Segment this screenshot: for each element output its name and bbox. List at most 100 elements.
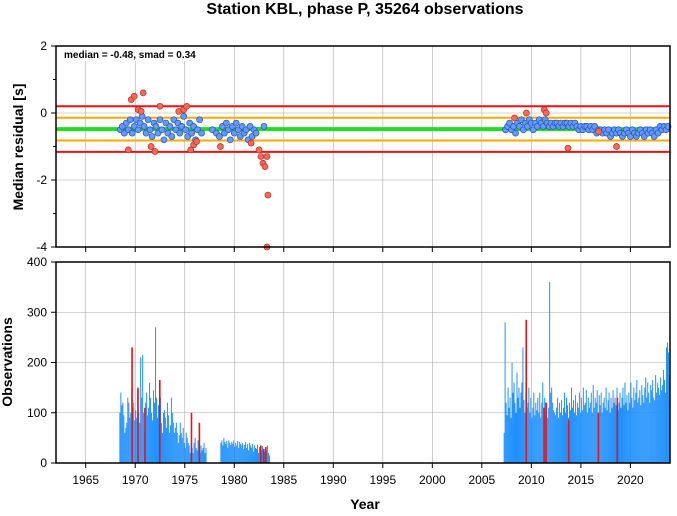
observation-bar [510,417,512,463]
observation-bar [541,402,543,463]
observation-bar [530,397,532,463]
observation-bar [248,450,250,463]
observation-bar [603,397,605,463]
observation-bar [648,392,650,463]
observation-bar [636,380,638,463]
observation-bar [261,445,263,463]
observation-bar [559,402,561,463]
residual-outlier-point [613,143,620,150]
observation-bar [236,445,238,463]
observation-outlier-bar [158,380,161,463]
residual-outlier-point [147,143,155,150]
observation-bar [515,412,517,463]
observation-bar [125,427,127,463]
observation-bar [204,452,206,463]
observation-bar [583,405,585,463]
observation-bar [124,432,126,463]
observation-bar [123,415,125,463]
observation-bar [517,397,519,463]
x-tick-label: 1965 [72,473,99,487]
observation-bar [240,443,242,463]
observation-bar [605,387,607,463]
x-axis-label: Year [350,496,380,511]
observation-bar [156,397,158,463]
observation-bar [567,405,568,463]
x-tick-label: 1990 [320,473,347,487]
residual-point [198,129,205,137]
residual-point [260,123,268,130]
observation-bar [586,412,588,463]
observation-bar [624,382,626,463]
stats-annotation-box [60,47,224,61]
observation-bar [667,342,669,463]
residual-point [176,129,184,137]
observation-outlier-bar [260,445,262,463]
observation-bar [538,412,540,463]
observations-y-tick-label: 200 [27,356,47,370]
observation-bar [245,441,247,463]
observation-bar [173,432,175,463]
observation-bar [135,410,137,463]
observation-bar [249,442,251,463]
observation-bar [129,417,131,463]
observation-bar [153,390,155,463]
residual-point [158,126,166,134]
observation-bar [547,417,549,463]
residual-outlier-point [156,102,164,110]
observation-bar [585,390,587,463]
observation-bar [599,405,601,463]
observation-bar [548,407,550,463]
observation-bar [250,445,252,463]
observation-outlier-bar [144,407,146,463]
observation-bar [504,322,506,463]
observation-bar [140,357,142,463]
observation-bar [163,410,165,463]
observation-bar [136,417,138,463]
observation-bar [634,400,636,463]
observation-bar [251,447,253,463]
observation-bar [189,452,191,463]
observation-bar [623,405,625,463]
observation-bar [613,402,615,463]
observation-bar [529,412,531,463]
observation-bar [259,446,261,463]
observation-bar [620,407,622,463]
residual-point [140,123,148,130]
observation-bar [146,392,148,463]
observation-bar [523,400,525,463]
observation-bar [511,362,513,463]
residual-outlier-point [564,144,572,152]
observation-bar [179,422,181,463]
residual-y-tick-label: -4 [36,240,47,254]
observation-bar [256,448,258,463]
observation-bar [176,432,178,463]
observation-bar [611,407,613,463]
observation-bar [120,392,122,463]
residual-point [148,133,156,140]
observation-bar [239,441,241,463]
observation-bar [266,445,268,463]
residual-outlier-point [261,163,269,170]
observation-bar [233,440,235,463]
observation-bar [507,387,509,463]
observation-bar [659,395,661,463]
observation-bar [513,382,515,463]
residual-point [156,116,164,124]
observation-bar [571,407,573,463]
observation-bar [223,437,225,463]
residual-outlier-point [595,128,603,135]
residual-point [188,129,196,137]
observation-bar [127,397,129,463]
observation-outlier-bar [567,420,570,463]
residual-outlier-point [139,89,147,97]
observation-bar [162,412,164,463]
observation-bar [527,402,529,463]
residual-point [252,129,260,137]
observation-bar [657,382,659,463]
residual-points [117,89,672,251]
observation-bar [169,425,171,463]
observation-bar [621,397,623,463]
observation-bar [150,397,152,463]
